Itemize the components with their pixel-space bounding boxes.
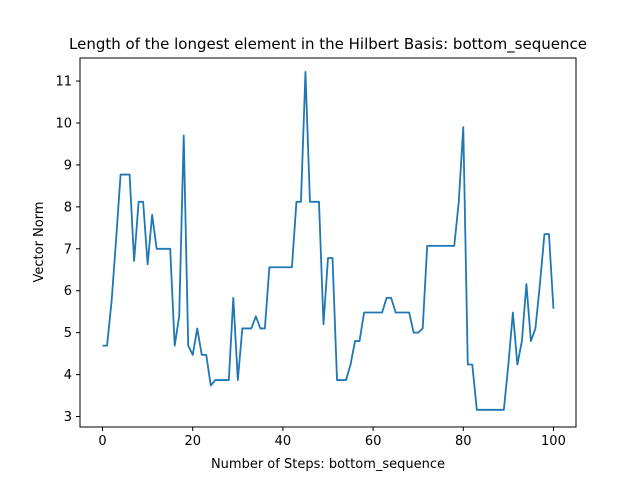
series-line [102, 70, 555, 411]
plot-frame [79, 57, 577, 428]
x-tick-label: 100 [541, 434, 566, 449]
y-tick-label: 7 [64, 242, 72, 257]
y-tick-label: 3 [64, 410, 72, 425]
y-tick-label: 8 [64, 200, 72, 215]
y-tick-label: 6 [64, 284, 72, 299]
y-tick-label: 4 [64, 368, 72, 383]
y-axis-label: Vector Norm [32, 201, 47, 282]
y-tick-label: 9 [64, 158, 72, 173]
x-tick-label: 40 [275, 434, 292, 449]
axis-ticks: 0 20 40 60 80 100 3 4 5 6 7 8 9 10 11 [55, 75, 565, 449]
x-tick-label: 80 [455, 434, 472, 449]
y-tick-label: 5 [64, 326, 72, 341]
y-tick-label: 10 [55, 116, 72, 131]
x-tick-label: 20 [184, 434, 201, 449]
x-axis-label: Number of Steps: bottom_sequence [211, 457, 445, 472]
y-tick-label: 11 [55, 75, 72, 90]
chart-title: Length of the longest element in the Hil… [69, 35, 587, 54]
plot-area [80, 58, 576, 427]
x-tick-label: 60 [365, 434, 382, 449]
x-tick-label: 0 [98, 434, 106, 449]
